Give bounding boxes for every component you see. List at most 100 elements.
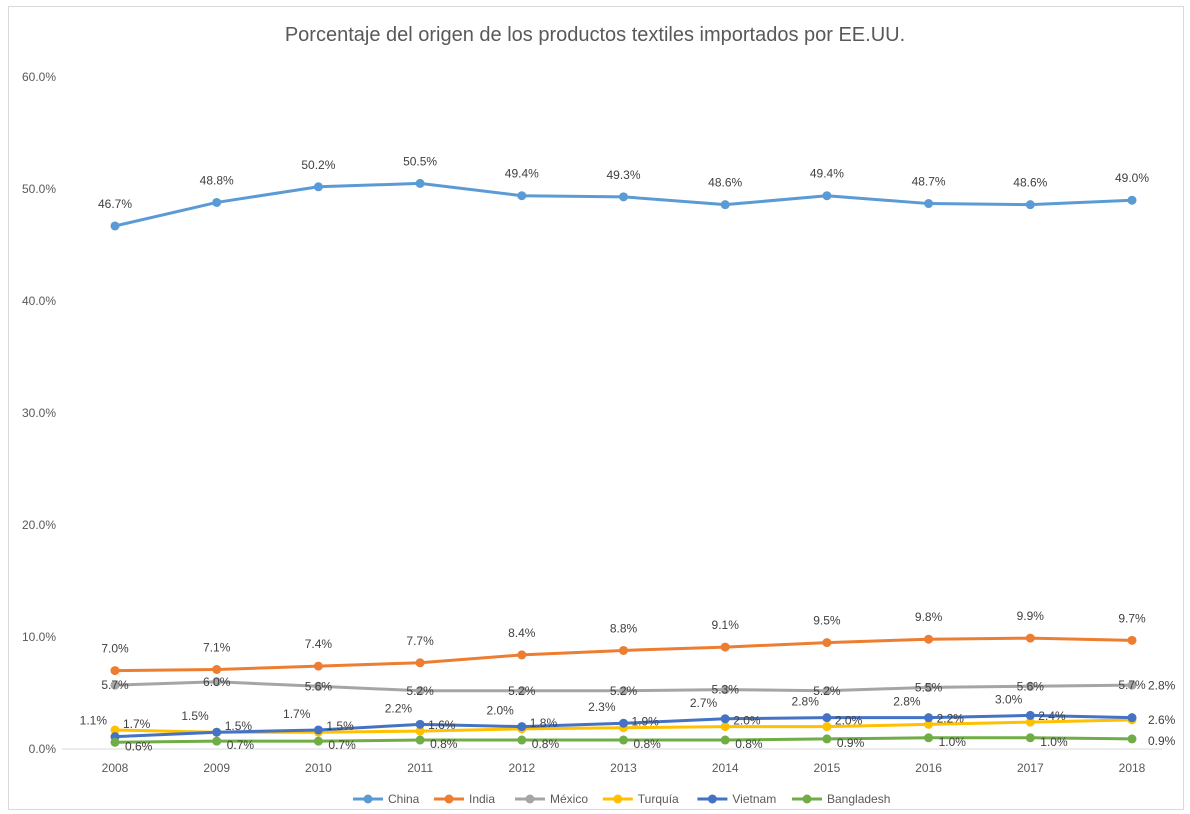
data-point: [1127, 635, 1137, 645]
data-label: 9.9%: [1017, 609, 1045, 623]
data-label: 1.7%: [283, 707, 311, 721]
x-tick-label: 2018: [1119, 761, 1146, 775]
data-label: 6.0%: [203, 675, 231, 689]
data-point: [822, 713, 832, 723]
data-point: [110, 725, 120, 735]
data-point: [517, 191, 527, 201]
data-label: 0.8%: [430, 737, 458, 751]
data-point: [415, 719, 425, 729]
data-point: [415, 686, 425, 696]
data-label: 2.3%: [588, 700, 616, 714]
y-tick-label: 0.0%: [29, 742, 57, 756]
data-point: [720, 685, 730, 695]
data-point: [313, 725, 323, 735]
data-point: [924, 682, 934, 692]
data-point: [313, 736, 323, 746]
data-label: 0.6%: [125, 739, 153, 753]
data-point: [313, 681, 323, 691]
data-label: 5.3%: [712, 683, 740, 697]
legend-marker: [613, 794, 623, 804]
data-label: 5.2%: [508, 684, 536, 698]
data-label: 50.5%: [403, 154, 437, 168]
data-label: 0.8%: [634, 737, 662, 751]
data-label: 5.2%: [610, 684, 638, 698]
data-point: [924, 733, 934, 743]
data-point: [1127, 734, 1137, 744]
data-label: 0.7%: [227, 738, 255, 752]
data-label: 2.8%: [792, 695, 820, 709]
data-label: 2.0%: [486, 704, 514, 718]
legend-marker: [707, 794, 717, 804]
data-point: [720, 642, 730, 652]
data-point: [212, 664, 222, 674]
data-point: [1127, 195, 1137, 205]
data-label: 9.8%: [915, 610, 943, 624]
legend-label: Turquía: [638, 792, 679, 806]
data-point: [1025, 717, 1035, 727]
x-tick-label: 2016: [915, 761, 942, 775]
data-label: 0.9%: [1148, 734, 1176, 748]
y-tick-label: 50.0%: [22, 182, 56, 196]
data-point: [1127, 713, 1137, 723]
data-label: 0.8%: [532, 737, 560, 751]
data-label: 49.4%: [810, 167, 844, 181]
data-point: [212, 197, 222, 207]
data-point: [110, 680, 120, 690]
data-label: 2.2%: [937, 711, 965, 725]
legend-label: México: [550, 792, 588, 806]
data-point: [415, 178, 425, 188]
data-point: [619, 735, 628, 745]
data-label: 1.5%: [181, 709, 209, 723]
data-point: [822, 638, 832, 648]
data-point: [924, 634, 934, 644]
legend-label: China: [388, 792, 420, 806]
data-point: [415, 726, 425, 736]
data-point: [822, 191, 832, 201]
data-label: 0.8%: [735, 737, 763, 751]
data-label: 5.2%: [813, 684, 841, 698]
data-label: 8.8%: [610, 621, 638, 635]
data-point: [619, 686, 628, 696]
data-label: 2.2%: [385, 701, 413, 715]
data-point: [517, 650, 527, 660]
data-point: [110, 737, 120, 747]
data-label: 2.6%: [1148, 713, 1176, 727]
legend-label: Vietnam: [732, 792, 776, 806]
data-label: 9.1%: [712, 618, 740, 632]
chart-frame: [8, 6, 1184, 810]
y-tick-label: 10.0%: [22, 630, 56, 644]
legend-marker: [802, 794, 812, 804]
data-point: [1025, 710, 1035, 720]
data-label: 2.8%: [893, 695, 921, 709]
data-point: [720, 200, 730, 210]
data-label: 46.7%: [98, 197, 132, 211]
data-label: 5.7%: [1118, 678, 1146, 692]
chart-title: Porcentaje del origen de los productos t…: [284, 24, 906, 46]
data-point: [517, 686, 527, 696]
data-point: [1025, 633, 1035, 643]
x-tick-label: 2012: [508, 761, 535, 775]
data-point: [110, 221, 120, 231]
data-label: 1.9%: [632, 715, 660, 729]
data-label: 2.8%: [1148, 679, 1176, 693]
data-label: 50.2%: [301, 158, 335, 172]
data-point: [924, 199, 934, 209]
y-tick-label: 20.0%: [22, 518, 56, 532]
data-label: 48.6%: [708, 176, 742, 190]
data-point: [212, 677, 222, 687]
data-label: 1.6%: [428, 718, 456, 732]
data-point: [619, 192, 628, 202]
legend-marker: [525, 794, 535, 804]
data-label: 7.0%: [101, 642, 129, 656]
data-point: [1025, 681, 1035, 691]
y-tick-label: 60.0%: [22, 70, 56, 84]
data-label: 49.3%: [606, 168, 640, 182]
data-label: 0.7%: [328, 738, 356, 752]
data-label: 9.7%: [1118, 611, 1146, 625]
data-label: 5.5%: [915, 680, 943, 694]
legend-label: India: [469, 792, 495, 806]
data-point: [1127, 680, 1137, 690]
data-label: 1.8%: [530, 716, 558, 730]
data-label: 1.5%: [326, 719, 354, 733]
data-point: [212, 736, 222, 746]
